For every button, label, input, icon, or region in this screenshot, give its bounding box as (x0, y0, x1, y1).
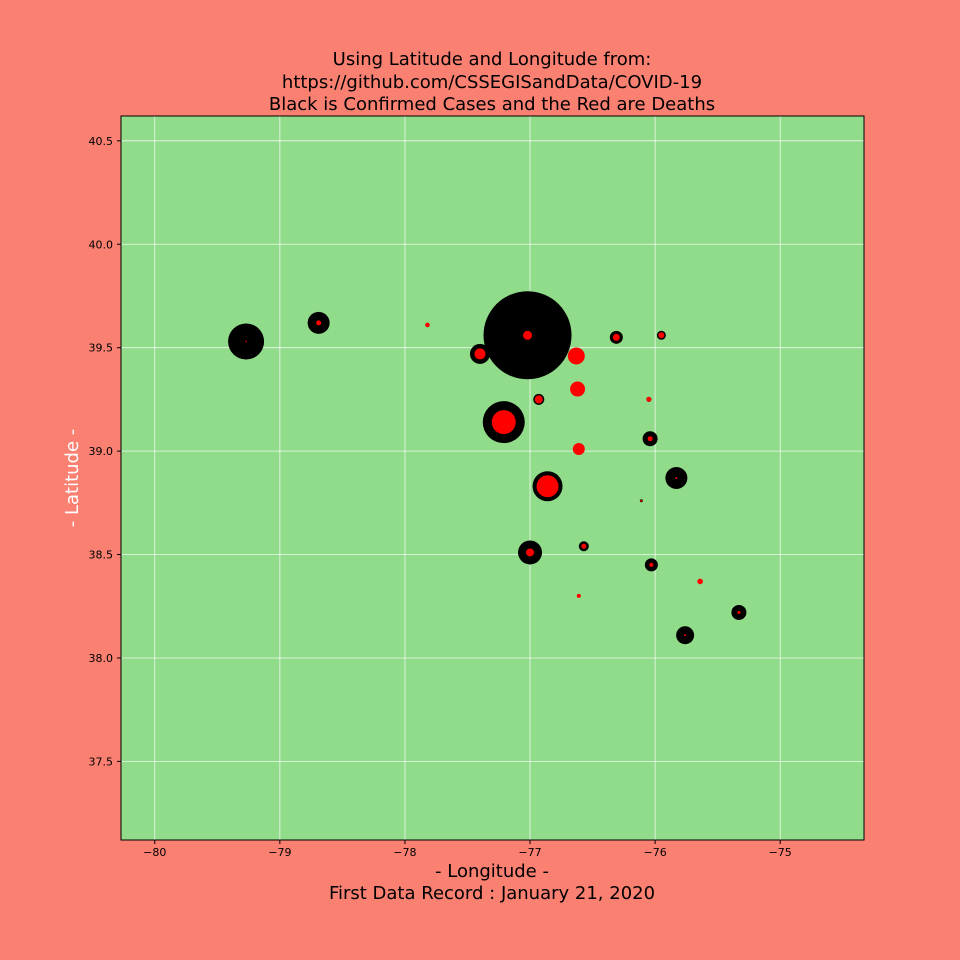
death-point (534, 395, 543, 404)
death-point (697, 578, 703, 585)
death-point (612, 333, 620, 341)
death-point (581, 543, 587, 549)
death-point (646, 396, 652, 402)
death-point (737, 610, 741, 614)
death-point (649, 562, 654, 567)
confirmed-cases-series (228, 291, 747, 645)
death-point (425, 322, 430, 328)
y-tick-label: 40.5 (89, 135, 114, 148)
y-tick-label: 39.0 (89, 445, 114, 458)
x-tick-label: −76 (644, 846, 667, 859)
death-point (491, 410, 516, 435)
title-line-3: Black is Confirmed Cases and the Red are… (269, 94, 715, 115)
y-tick-label: 40.0 (89, 238, 114, 251)
death-point (684, 634, 687, 637)
chart-title: Using Latitude and Longitude from: https… (269, 49, 715, 115)
y-axis-label: - Latitude - (62, 429, 83, 528)
title-line-2: https://github.com/CSSEGISandData/COVID-… (282, 72, 702, 93)
death-point (576, 593, 581, 598)
death-point (647, 436, 653, 442)
death-point (316, 320, 322, 326)
x-axis-sublabel: First Data Record : January 21, 2020 (329, 883, 655, 904)
deaths-series (245, 320, 741, 637)
x-tick-label: −79 (268, 846, 291, 859)
death-point (536, 475, 559, 498)
plot-frame (120, 115, 865, 841)
y-tick-label: 39.5 (89, 342, 114, 355)
x-tick-label: −75 (769, 846, 792, 859)
death-point (523, 330, 533, 340)
x-tick-label: −80 (143, 846, 166, 859)
x-tick-label: −78 (393, 846, 416, 859)
title-line-1: Using Latitude and Longitude from: (333, 49, 652, 70)
death-point (640, 499, 643, 502)
x-axis-ticks: −80 −79 −78 −77 −76 −75 (143, 840, 792, 859)
y-tick-label: 37.5 (89, 755, 114, 768)
x-tick-label: −77 (518, 846, 541, 859)
death-point (675, 477, 678, 479)
death-point (572, 443, 585, 456)
death-point (570, 381, 586, 397)
death-point (567, 347, 585, 365)
x-axis-label: - Longitude - (435, 861, 549, 882)
y-axis-ticks: 37.5 38.0 38.5 39.0 39.5 40.0 40.5 (89, 135, 121, 768)
y-tick-label: 38.5 (89, 549, 114, 562)
death-point (474, 348, 486, 360)
death-point (658, 332, 665, 339)
death-point (245, 340, 247, 343)
plot-area (121, 116, 864, 840)
death-point (526, 548, 535, 557)
y-tick-label: 38.0 (89, 652, 114, 665)
